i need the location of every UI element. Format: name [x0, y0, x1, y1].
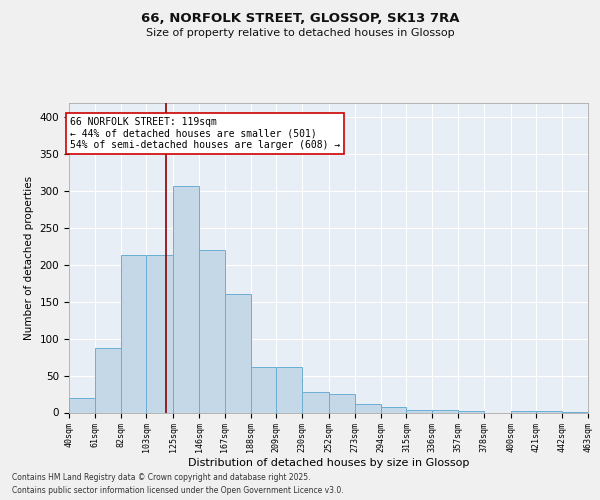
- Bar: [511, 411, 536, 412]
- Text: 66 NORFOLK STREET: 119sqm
← 44% of detached houses are smaller (501)
54% of semi: 66 NORFOLK STREET: 119sqm ← 44% of detac…: [70, 118, 340, 150]
- Y-axis label: Number of detached properties: Number of detached properties: [24, 176, 34, 340]
- Bar: [121, 256, 146, 412]
- Bar: [406, 410, 432, 412]
- Bar: [173, 186, 199, 412]
- Bar: [69, 398, 95, 412]
- Bar: [146, 256, 173, 412]
- Bar: [536, 411, 562, 412]
- Bar: [225, 294, 251, 412]
- X-axis label: Distribution of detached houses by size in Glossop: Distribution of detached houses by size …: [188, 458, 469, 468]
- Bar: [302, 392, 329, 412]
- Bar: [251, 366, 277, 412]
- Bar: [277, 366, 302, 412]
- Bar: [380, 408, 406, 412]
- Bar: [329, 394, 355, 412]
- Text: Size of property relative to detached houses in Glossop: Size of property relative to detached ho…: [146, 28, 454, 38]
- Text: 66, NORFOLK STREET, GLOSSOP, SK13 7RA: 66, NORFOLK STREET, GLOSSOP, SK13 7RA: [141, 12, 459, 26]
- Bar: [458, 411, 484, 412]
- Bar: [432, 410, 458, 412]
- Text: Contains HM Land Registry data © Crown copyright and database right 2025.: Contains HM Land Registry data © Crown c…: [12, 472, 311, 482]
- Bar: [199, 250, 225, 412]
- Text: Contains public sector information licensed under the Open Government Licence v3: Contains public sector information licen…: [12, 486, 344, 495]
- Bar: [95, 348, 121, 412]
- Bar: [355, 404, 380, 412]
